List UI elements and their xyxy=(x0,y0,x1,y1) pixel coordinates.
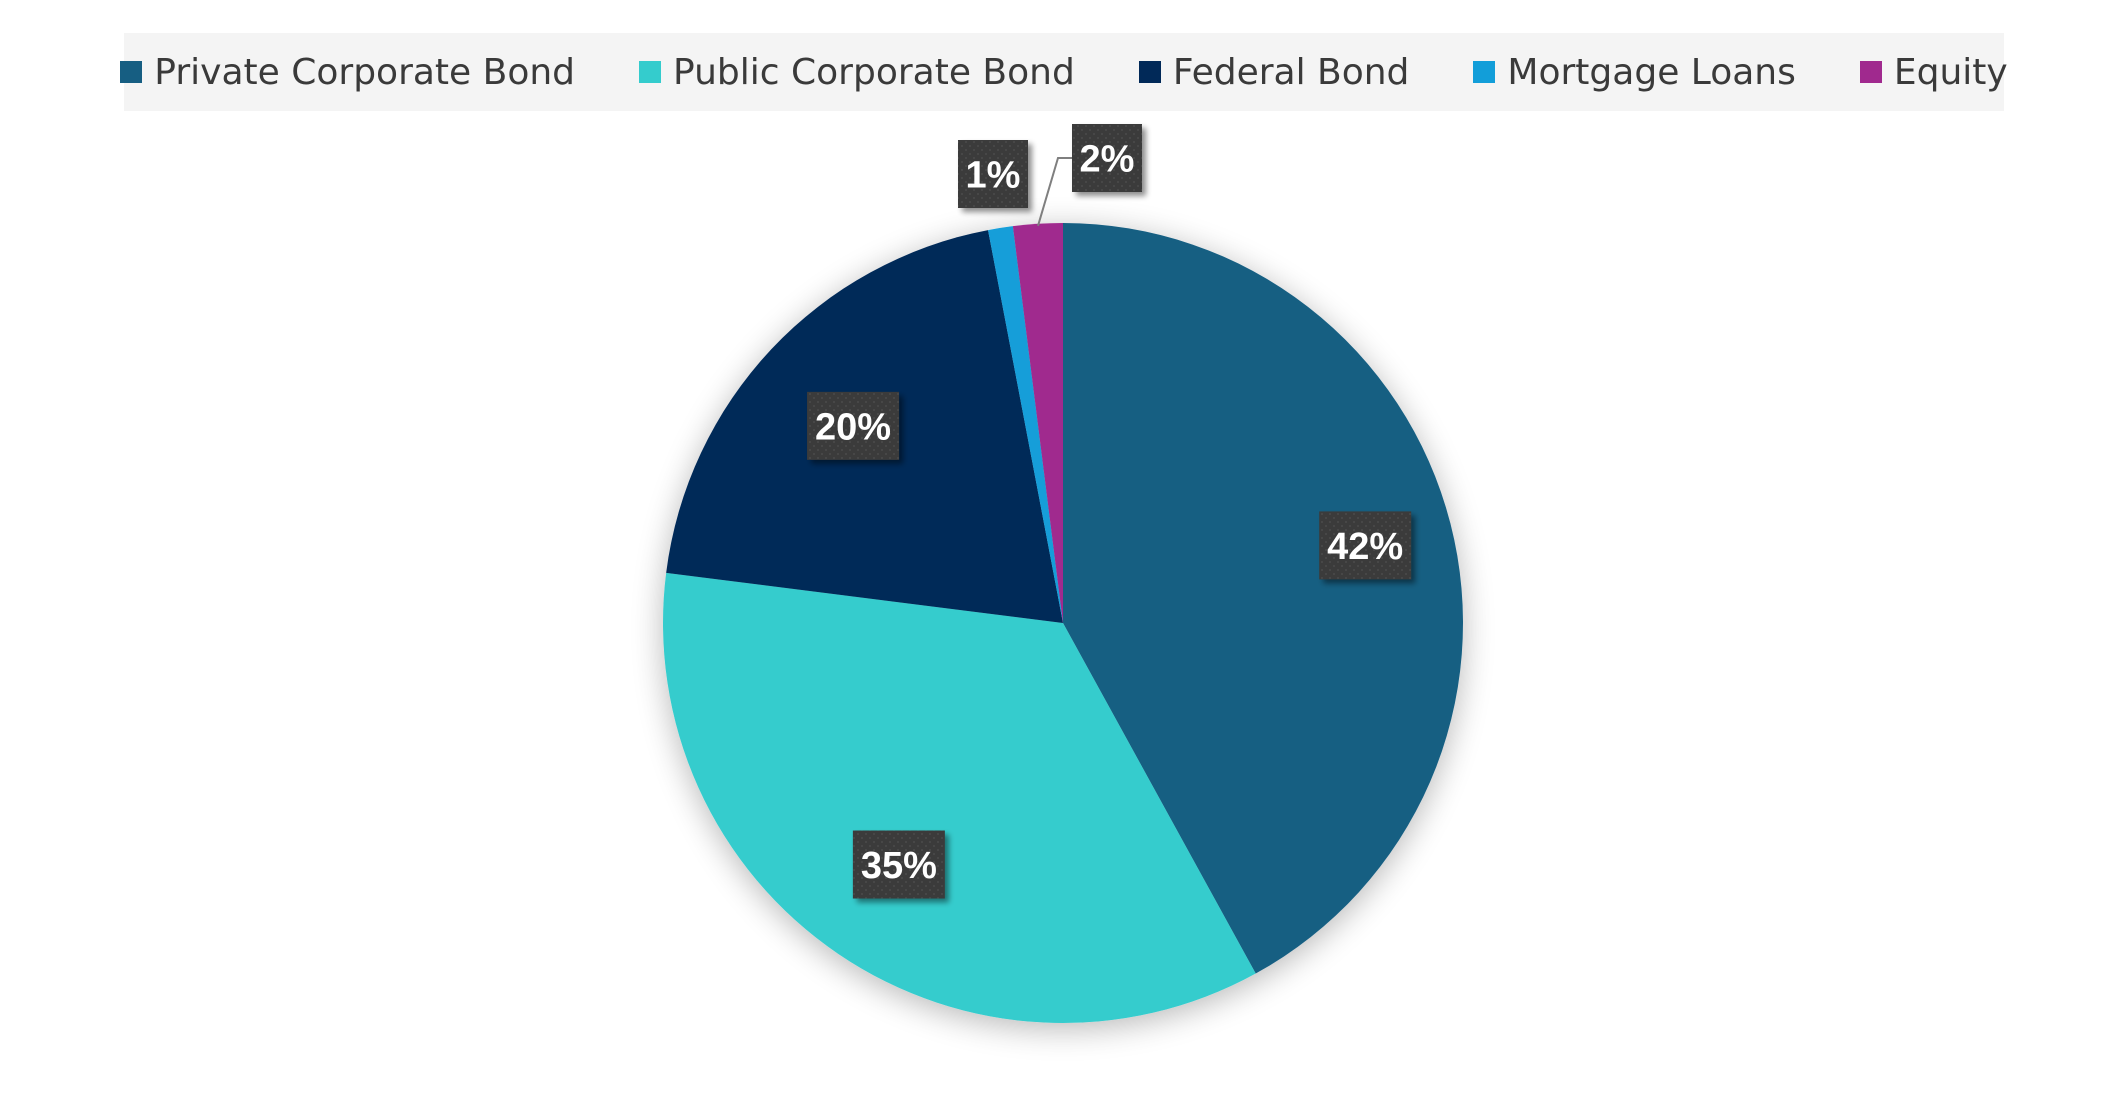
legend-label-mortgage-loans: Mortgage Loans xyxy=(1507,51,1796,93)
legend-item-mortgage-loans: Mortgage Loans xyxy=(1473,51,1796,93)
legend-label-equity: Equity xyxy=(1893,51,2008,93)
legend-item-federal-bond: Federal Bond xyxy=(1138,51,1410,93)
legend-label-public-corporate-bond: Public Corporate Bond xyxy=(673,51,1075,93)
pie-slice-equity xyxy=(1012,223,1063,623)
legend-label-federal-bond: Federal Bond xyxy=(1172,51,1410,93)
data-label-text: 35% xyxy=(861,845,937,887)
legend-swatch-equity xyxy=(1859,61,1882,83)
pie-slice-private-corporate-bond xyxy=(1063,223,1463,974)
legend-item-private-corporate-bond: Private Corporate Bond xyxy=(120,52,575,93)
leader-line-equity xyxy=(1037,157,1072,227)
legend-swatch-public-corporate-bond xyxy=(639,61,662,83)
legend-item-equity: Equity xyxy=(1859,51,2008,93)
data-label-box xyxy=(852,830,945,899)
data-label-box xyxy=(958,140,1028,208)
legend-swatch-mortgage-loans xyxy=(1473,61,1496,83)
data-label-text: 2% xyxy=(1080,139,1135,181)
chart-legend: Private Corporate Bond Public Corporate … xyxy=(120,33,2008,111)
data-label-mortgage-loans: 1% xyxy=(958,140,1028,208)
data-label-private-corporate-bond: 42% xyxy=(1319,511,1412,580)
data-labels: 42% 35% 20% 1% 2% xyxy=(807,124,1412,899)
data-label-public-corporate-bond: 35% xyxy=(852,830,945,899)
data-label-equity: 2% xyxy=(1072,124,1142,192)
legend-swatch-private-corporate-bond xyxy=(120,61,143,83)
data-label-federal-bond: 20% xyxy=(807,391,900,460)
legend-item-public-corporate-bond: Public Corporate Bond xyxy=(639,52,1075,93)
data-label-box xyxy=(1319,511,1412,580)
leader-lines xyxy=(1037,157,1072,227)
pie-slice-mortgage-loans xyxy=(988,226,1063,623)
data-label-box xyxy=(807,391,900,460)
pie-slice-public-corporate-bond xyxy=(663,572,1256,1023)
data-label-box xyxy=(1072,124,1142,192)
data-label-text: 20% xyxy=(815,407,891,449)
data-label-text: 42% xyxy=(1327,526,1403,568)
pie-slices xyxy=(663,223,1463,1023)
legend-swatch-federal-bond xyxy=(1138,61,1161,83)
data-label-text: 1% xyxy=(966,155,1021,197)
legend-label-private-corporate-bond: Private Corporate Bond xyxy=(154,51,576,93)
